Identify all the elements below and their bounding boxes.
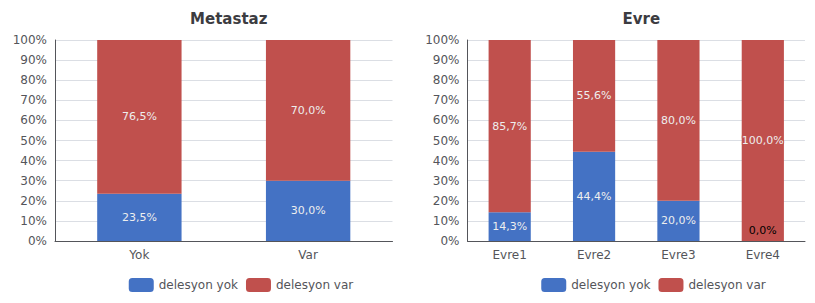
svg-text:delesyon yok: delesyon yok	[159, 278, 238, 292]
svg-text:70,0%: 70,0%	[291, 104, 326, 117]
svg-text:80,0%: 80,0%	[661, 114, 696, 127]
svg-text:10%: 10%	[433, 214, 460, 228]
svg-text:0,0%: 0,0%	[749, 224, 777, 237]
svg-text:delesyon yok: delesyon yok	[571, 278, 650, 292]
svg-text:Evre3: Evre3	[661, 248, 695, 262]
svg-text:80%: 80%	[20, 73, 47, 87]
svg-text:Evre2: Evre2	[577, 248, 611, 262]
svg-text:70%: 70%	[20, 93, 47, 107]
svg-text:10%: 10%	[20, 214, 47, 228]
svg-text:85,7%: 85,7%	[492, 120, 527, 133]
svg-text:50%: 50%	[433, 134, 460, 148]
svg-text:30%: 30%	[433, 174, 460, 188]
svg-text:40%: 40%	[433, 154, 460, 168]
svg-text:50%: 50%	[20, 134, 47, 148]
svg-text:44,4%: 44,4%	[577, 190, 612, 203]
svg-text:14,3%: 14,3%	[492, 220, 527, 233]
svg-text:Evre4: Evre4	[746, 248, 780, 262]
svg-text:delesyon var: delesyon var	[276, 278, 353, 292]
svg-text:23,5%: 23,5%	[122, 211, 157, 224]
svg-text:70%: 70%	[433, 93, 460, 107]
svg-text:76,5%: 76,5%	[122, 110, 157, 123]
svg-text:100,0%: 100,0%	[742, 134, 784, 147]
svg-text:0%: 0%	[440, 234, 459, 248]
svg-text:80%: 80%	[433, 73, 460, 87]
svg-text:100%: 100%	[13, 33, 47, 47]
svg-text:40%: 40%	[20, 154, 47, 168]
svg-text:55,6%: 55,6%	[577, 89, 612, 102]
svg-text:30%: 30%	[20, 174, 47, 188]
svg-text:Yok: Yok	[128, 248, 149, 262]
svg-text:0%: 0%	[28, 234, 47, 248]
svg-text:30,0%: 30,0%	[291, 204, 326, 217]
svg-text:60%: 60%	[433, 113, 460, 127]
svg-text:Metastaz: Metastaz	[190, 10, 268, 28]
svg-text:20,0%: 20,0%	[661, 214, 696, 227]
svg-text:20%: 20%	[433, 194, 460, 208]
svg-text:90%: 90%	[20, 53, 47, 67]
svg-text:90%: 90%	[433, 53, 460, 67]
svg-text:Evre1: Evre1	[493, 248, 527, 262]
svg-text:Var: Var	[298, 248, 318, 262]
svg-text:Evre: Evre	[622, 10, 660, 28]
svg-text:delesyon var: delesyon var	[688, 278, 765, 292]
svg-text:20%: 20%	[20, 194, 47, 208]
svg-text:100%: 100%	[425, 33, 459, 47]
svg-text:60%: 60%	[20, 113, 47, 127]
